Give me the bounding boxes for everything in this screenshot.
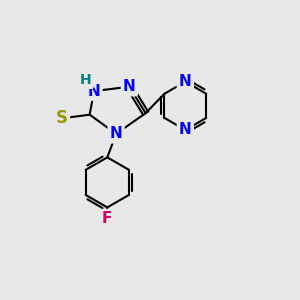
- Text: N: N: [179, 74, 192, 89]
- Text: F: F: [102, 211, 112, 226]
- Text: H: H: [80, 73, 92, 87]
- Text: N: N: [88, 84, 100, 99]
- Text: N: N: [123, 79, 136, 94]
- Text: N: N: [179, 122, 192, 137]
- Text: S: S: [56, 109, 68, 127]
- Text: N: N: [110, 126, 122, 141]
